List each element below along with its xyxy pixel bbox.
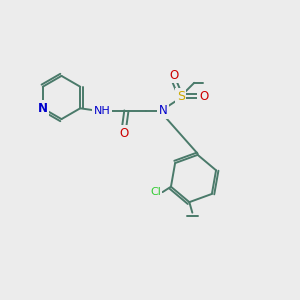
Text: O: O — [169, 69, 179, 82]
Text: O: O — [199, 90, 208, 103]
Text: S: S — [177, 90, 185, 103]
Text: N: N — [159, 104, 168, 117]
Text: Cl: Cl — [150, 187, 161, 197]
Text: NH: NH — [93, 106, 110, 116]
Text: N: N — [38, 102, 48, 115]
Text: O: O — [119, 127, 129, 140]
